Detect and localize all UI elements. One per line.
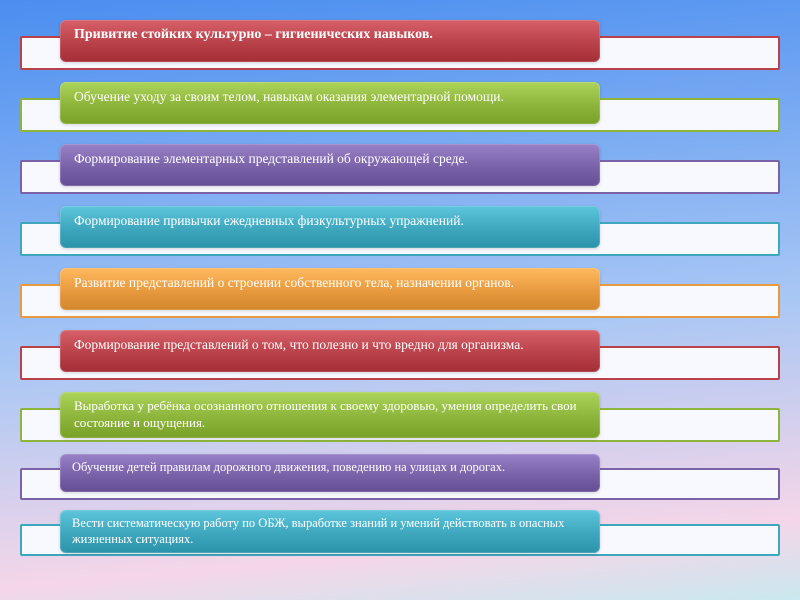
- row-label-box: Формирование привычки ежедневных физкуль…: [60, 206, 600, 248]
- list-row: Вести систематическую работу по ОБЖ, выр…: [20, 510, 780, 556]
- row-label-box: Обучение уходу за своим телом, навыкам о…: [60, 82, 600, 124]
- list-row: Выработка у ребёнка осознанного отношени…: [20, 392, 780, 442]
- row-label-box: Формирование элементарных представлений …: [60, 144, 600, 186]
- list-row: Формирование привычки ежедневных физкуль…: [20, 206, 780, 256]
- list-row: Развитие представлений о строении собств…: [20, 268, 780, 318]
- list-row: Формирование элементарных представлений …: [20, 144, 780, 194]
- row-label-box: Формирование представлений о том, что по…: [60, 330, 600, 372]
- list-row: Обучение уходу за своим телом, навыкам о…: [20, 82, 780, 132]
- row-label-box: Развитие представлений о строении собств…: [60, 268, 600, 310]
- row-label-box: Выработка у ребёнка осознанного отношени…: [60, 392, 600, 438]
- list-row: Привитие стойких культурно – гигиеническ…: [20, 20, 780, 70]
- slide-content: Привитие стойких культурно – гигиеническ…: [0, 0, 800, 576]
- list-row: Формирование представлений о том, что по…: [20, 330, 780, 380]
- list-row: Обучение детей правилам дорожного движен…: [20, 454, 780, 500]
- row-label-box: Обучение детей правилам дорожного движен…: [60, 454, 600, 492]
- row-label-box: Привитие стойких культурно – гигиеническ…: [60, 20, 600, 62]
- row-label-box: Вести систематическую работу по ОБЖ, выр…: [60, 510, 600, 553]
